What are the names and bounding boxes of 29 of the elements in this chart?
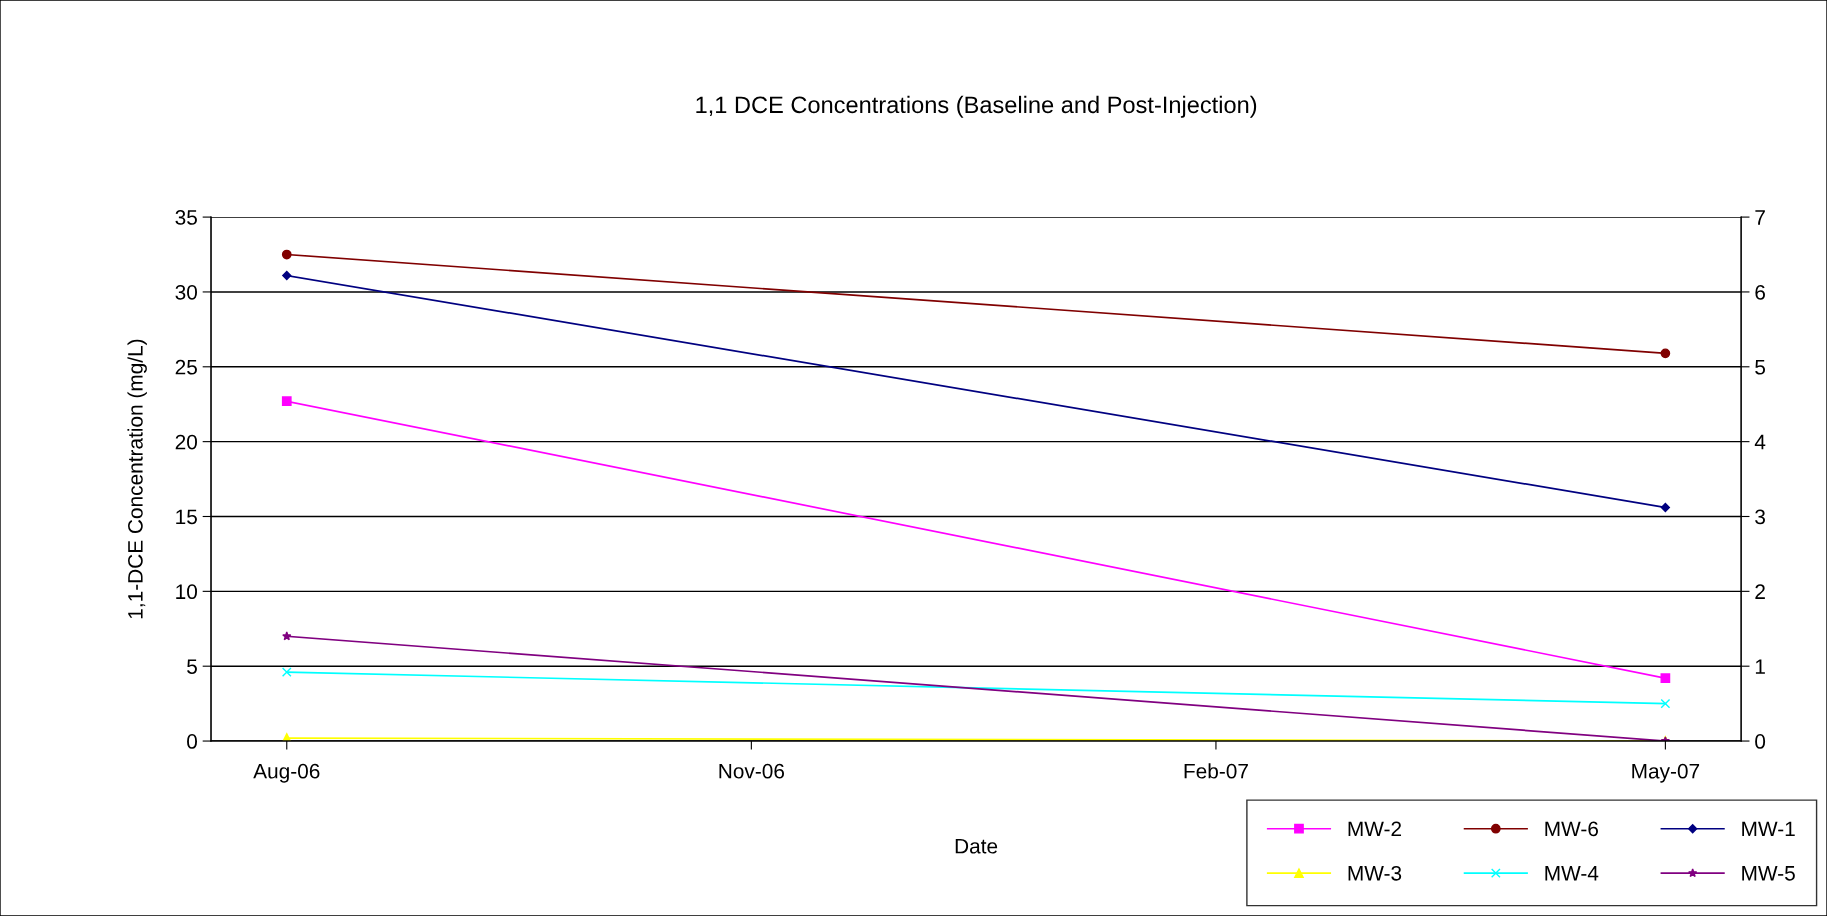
y-tick-label: 5 — [187, 659, 197, 674]
x-tick-label: Feb-07 — [1184, 763, 1248, 779]
legend-label: MW-5 — [1742, 866, 1795, 881]
y2-tick-label: 6 — [1755, 284, 1765, 300]
legend-label: MW-6 — [1545, 821, 1598, 837]
legend-label: MW-3 — [1348, 865, 1402, 881]
y-tick-label: 20 — [175, 434, 198, 450]
y2-tick-label: 5 — [1755, 360, 1766, 375]
y2-tick-label: 4 — [1754, 434, 1766, 450]
y-tick-label: 15 — [176, 509, 197, 525]
y-tick-label: 25 — [175, 359, 197, 375]
x-tick-label: Aug-06 — [253, 763, 320, 783]
y-axis-title: 1,1-DCE Concentration (mg/L) — [127, 339, 147, 619]
x-tick-label: Nov-06 — [719, 763, 785, 779]
y2-tick-label: 3 — [1755, 509, 1765, 525]
y2-tick-label: 0 — [1755, 734, 1766, 749]
y-tick-label: 10 — [176, 584, 198, 600]
x-tick-label: May-07 — [1632, 763, 1700, 783]
legend-label: MW-2 — [1348, 821, 1402, 837]
y-tick-label: 35 — [175, 210, 197, 225]
x-axis-title: Date — [955, 839, 998, 854]
y2-tick-label: 2 — [1755, 584, 1765, 599]
y-tick-label: 30 — [175, 284, 198, 300]
y-tick-label: 0 — [187, 734, 198, 749]
y2-tick-label: 7 — [1755, 210, 1765, 225]
legend-label: MW-1 — [1742, 821, 1795, 837]
chart-title: 1,1 DCE Concentrations (Baseline and Post-Injection) — [696, 95, 1257, 118]
legend-label: MW-4 — [1545, 866, 1599, 881]
y2-tick-label: 1 — [1755, 659, 1765, 674]
